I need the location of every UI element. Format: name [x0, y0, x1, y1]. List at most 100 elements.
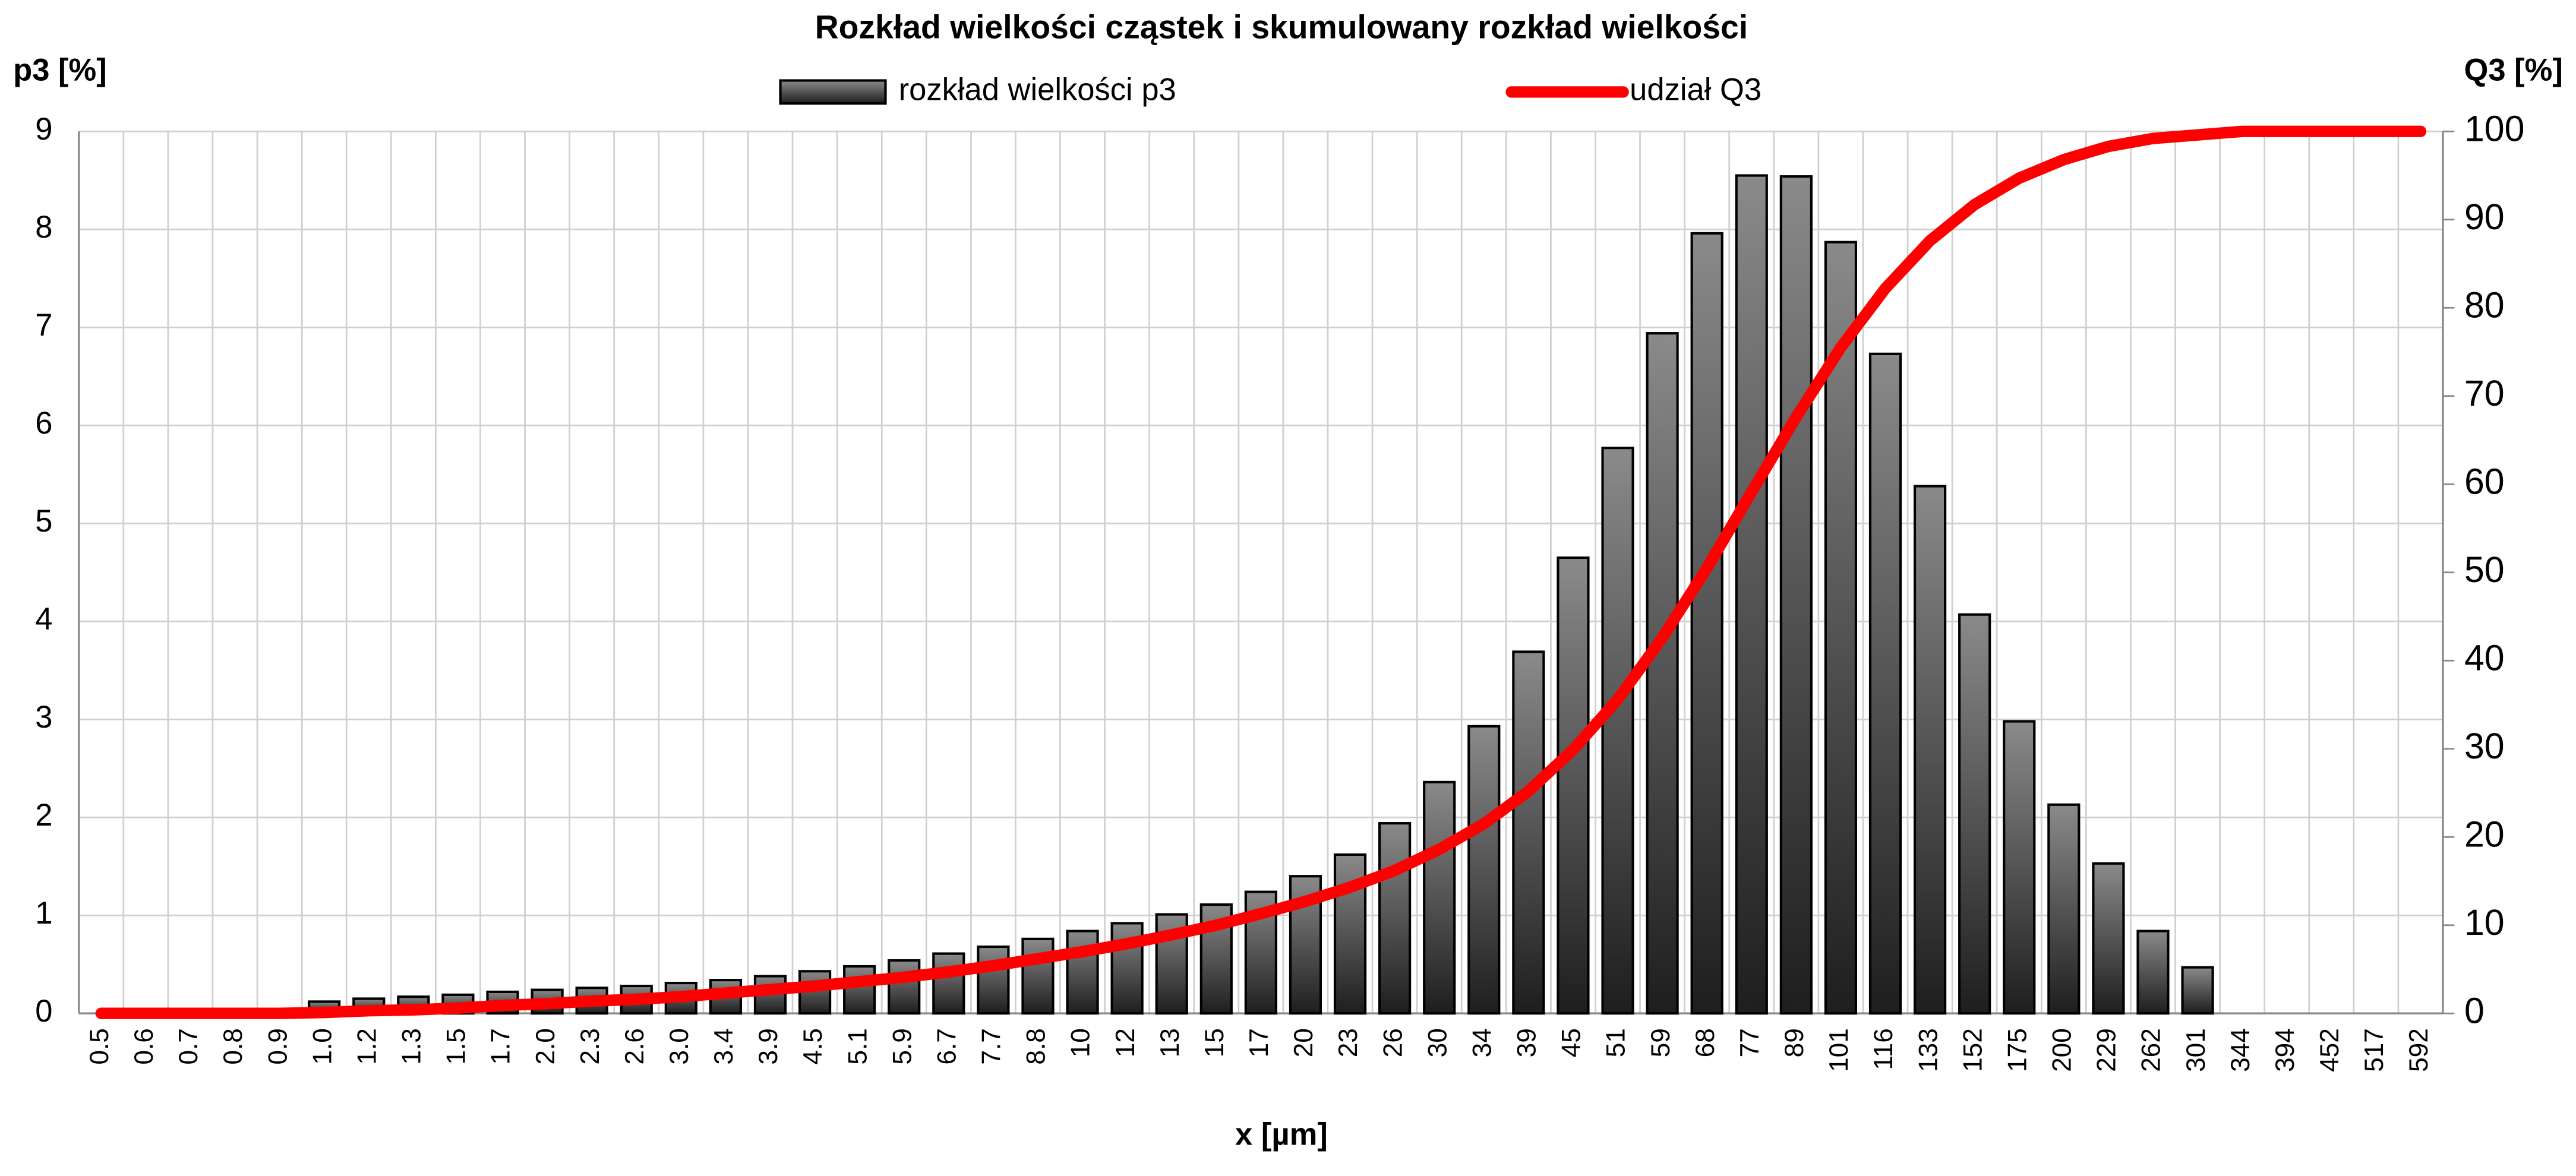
bar	[1557, 556, 1590, 1015]
y-tick-label: 8	[35, 210, 52, 245]
bar	[977, 945, 1010, 1015]
y2-tick-label: 60	[2464, 461, 2505, 501]
x-tick-label: 301	[2182, 1028, 2211, 1072]
x-tick-label: 10	[1066, 1028, 1096, 1057]
legend-label: udział Q3	[1630, 72, 1761, 108]
x-tick-label: 592	[2404, 1028, 2433, 1072]
x-tick-label: 229	[2092, 1028, 2122, 1072]
x-tick-label: 3.4	[709, 1028, 738, 1064]
x-tick-label: 0.7	[174, 1028, 203, 1065]
bar	[2136, 930, 2170, 1015]
x-tick-label: 3.0	[665, 1028, 694, 1065]
bar	[1066, 930, 1099, 1015]
x-tick-label: 5.1	[843, 1028, 872, 1065]
bar	[1512, 650, 1545, 1015]
x-tick-label: 45	[1557, 1028, 1586, 1057]
bar	[1779, 175, 1813, 1015]
chart-title: Rozkład wielkości cząstek i skumulowany …	[815, 8, 1748, 45]
x-tick-label: 2.6	[620, 1028, 649, 1065]
x-tick-label: 26	[1378, 1028, 1407, 1057]
x-tick-label: 1.7	[487, 1028, 516, 1065]
bar	[843, 965, 876, 1015]
y-tick-label: 7	[35, 308, 52, 343]
x-tick-label: 3.9	[754, 1028, 783, 1065]
x-tick-label: 34	[1467, 1028, 1497, 1057]
y-tick-label: 2	[35, 798, 52, 833]
x-axis-label: x [µm]	[1235, 1117, 1328, 1152]
x-tick-label: 4.5	[798, 1028, 828, 1065]
x-tick-label: 51	[1602, 1028, 1631, 1057]
x-tick-label: 0.6	[130, 1028, 159, 1065]
x-tick-label: 2.3	[576, 1028, 605, 1065]
y-tick-label: 6	[35, 406, 52, 441]
x-tick-label: 101	[1824, 1028, 1854, 1072]
y2-tick-label: 100	[2464, 108, 2525, 148]
bar	[1601, 447, 1634, 1015]
bar	[2181, 966, 2214, 1015]
x-tick-label: 1.3	[397, 1028, 427, 1065]
bar	[1913, 485, 1947, 1015]
bar	[2092, 862, 2125, 1015]
x-tick-label: 6.7	[932, 1028, 961, 1065]
x-tick-label: 1.2	[352, 1028, 381, 1065]
bar	[1467, 725, 1501, 1015]
y-tick-label: 9	[35, 112, 52, 147]
y2-tick-label: 90	[2464, 197, 2505, 237]
x-tick-label: 152	[1958, 1028, 1987, 1072]
x-tick-label: 0.5	[85, 1028, 114, 1065]
y-tick-label: 1	[35, 896, 52, 931]
y2-tick-label: 70	[2464, 373, 2505, 413]
x-tick-label: 8.8	[1022, 1028, 1051, 1065]
y2-tick-label: 30	[2464, 726, 2505, 766]
x-tick-label: 175	[2003, 1028, 2032, 1072]
x-tick-label: 20	[1289, 1028, 1318, 1057]
x-tick-label: 30	[1423, 1028, 1452, 1057]
bar	[1958, 613, 1991, 1015]
bar	[2003, 720, 2036, 1015]
bar	[1690, 232, 1723, 1015]
bar	[1378, 822, 1412, 1015]
x-tick-label: 1.5	[442, 1028, 471, 1065]
y-tick-label: 4	[35, 602, 52, 637]
bar	[1021, 937, 1055, 1015]
y2-tick-label: 80	[2464, 284, 2505, 325]
x-tick-label: 517	[2360, 1028, 2389, 1072]
x-tick-label: 23	[1334, 1028, 1363, 1057]
bar	[1646, 332, 1679, 1015]
x-tick-label: 5.9	[888, 1028, 917, 1065]
x-tick-label: 12	[1111, 1028, 1140, 1057]
x-tick-label: 68	[1691, 1028, 1720, 1057]
bar	[1735, 174, 1768, 1015]
bar	[1868, 352, 1902, 1015]
bar	[932, 952, 965, 1015]
x-tick-label: 344	[2226, 1028, 2255, 1072]
y-axis-label: p3 [%]	[13, 53, 107, 88]
y-tick-label: 0	[35, 994, 52, 1029]
x-tick-label: 17	[1245, 1028, 1274, 1057]
y2-tick-label: 40	[2464, 637, 2505, 678]
bar	[1423, 780, 1456, 1015]
x-tick-label: 13	[1156, 1028, 1185, 1057]
legend-label: rozkład wielkości p3	[899, 72, 1176, 108]
x-tick-label: 2.0	[531, 1028, 560, 1065]
x-tick-label: 133	[1914, 1028, 1943, 1072]
x-tick-label: 0.9	[263, 1028, 292, 1065]
x-tick-label: 394	[2271, 1028, 2300, 1072]
x-tick-label: 452	[2315, 1028, 2344, 1072]
y-tick-label: 3	[35, 700, 52, 735]
y2-tick-label: 10	[2464, 902, 2505, 943]
y2-axis-label: Q3 [%]	[2464, 53, 2563, 88]
x-tick-label: 1.0	[308, 1028, 337, 1065]
q3-line	[95, 125, 2427, 1019]
y-tick-label: 5	[35, 504, 52, 539]
x-tick-label: 59	[1646, 1028, 1675, 1057]
x-tick-label: 200	[2048, 1028, 2077, 1072]
x-tick-label: 7.7	[977, 1028, 1006, 1065]
x-tick-label: 0.8	[219, 1028, 248, 1065]
x-tick-label: 262	[2137, 1028, 2166, 1072]
legend-swatch	[779, 79, 887, 105]
x-tick-label: 77	[1735, 1028, 1764, 1057]
x-tick-label: 89	[1780, 1028, 1809, 1057]
